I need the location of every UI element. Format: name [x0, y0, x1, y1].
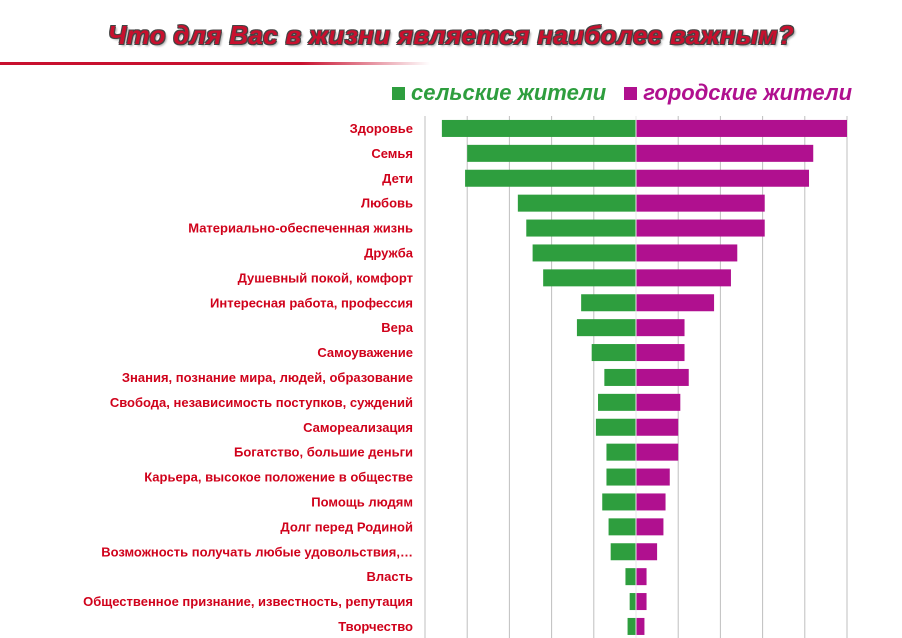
- category-label: Помощь людям: [311, 494, 413, 509]
- bar-rural: [629, 593, 636, 611]
- bar-urban: [636, 294, 715, 312]
- category-label: Долг перед Родиной: [280, 519, 413, 534]
- bar-rural: [598, 393, 636, 411]
- bar-rural: [608, 518, 636, 536]
- bar-rural: [532, 244, 636, 262]
- category-label: Вера: [381, 320, 414, 335]
- bar-rural: [602, 493, 636, 511]
- bar-urban: [636, 119, 847, 137]
- bar-urban: [636, 244, 738, 262]
- bar-urban: [636, 194, 765, 212]
- bar-urban: [636, 144, 814, 162]
- category-label: Дружба: [364, 245, 414, 260]
- bar-rural: [441, 119, 636, 137]
- bar-rural: [517, 194, 636, 212]
- chart-title: Что для Вас в жизни является наиболее ва…: [107, 20, 795, 50]
- category-label: Власть: [367, 569, 413, 584]
- bar-urban: [636, 593, 647, 611]
- bar-rural: [467, 144, 636, 162]
- bar-rural: [627, 617, 636, 635]
- bar-rural: [610, 543, 636, 561]
- bar-rural: [465, 169, 636, 187]
- legend: сельские жители городские жители: [392, 80, 870, 106]
- bar-urban: [636, 319, 685, 337]
- bar-rural: [604, 368, 636, 386]
- bar-urban: [636, 617, 645, 635]
- category-label: Душевный покой, комфорт: [238, 270, 413, 285]
- legend-label-rural: сельские жители: [411, 80, 607, 105]
- category-label: Семья: [371, 146, 413, 161]
- category-label: Богатство, большие деньги: [234, 445, 413, 460]
- bar-urban: [636, 568, 647, 586]
- bar-urban: [636, 468, 670, 486]
- category-label: Свобода, независимость поступков, сужден…: [110, 395, 413, 410]
- legend-item-urban: городские жители: [624, 80, 852, 106]
- category-label: Любовь: [361, 196, 413, 211]
- bar-rural: [526, 219, 636, 237]
- bar-urban: [636, 393, 681, 411]
- category-label: Материально-обеспеченная жизнь: [188, 221, 413, 236]
- bar-urban: [636, 518, 664, 536]
- legend-swatch-urban: [624, 86, 638, 100]
- bar-urban: [636, 219, 765, 237]
- bar-rural: [543, 269, 636, 287]
- bar-urban: [636, 493, 666, 511]
- category-label: Возможность получать любые удовольствия,…: [101, 544, 413, 559]
- legend-label-urban: городские жители: [643, 80, 853, 105]
- bar-rural: [625, 568, 636, 586]
- bar-urban: [636, 269, 731, 287]
- legend-item-rural: сельские жители: [392, 80, 606, 106]
- category-label: Самореализация: [303, 420, 413, 435]
- bar-rural: [606, 443, 636, 461]
- category-label: Творчество: [338, 619, 413, 634]
- bar-urban: [636, 418, 679, 436]
- bar-rural: [576, 319, 636, 337]
- category-label: Знания, познание мира, людей, образовани…: [122, 370, 413, 385]
- category-label: Общественное признание, известность, реп…: [83, 594, 413, 609]
- title-underline: [0, 62, 430, 65]
- bar-urban: [636, 443, 679, 461]
- category-label: Самоуважение: [317, 345, 413, 360]
- bar-rural: [606, 468, 636, 486]
- bar-rural: [595, 418, 636, 436]
- category-label: Интересная работа, профессия: [210, 295, 413, 310]
- bar-urban: [636, 543, 658, 561]
- bar-urban: [636, 169, 810, 187]
- legend-swatch-rural: [392, 86, 405, 100]
- category-label: Карьера, высокое положение в обществе: [144, 470, 413, 485]
- bar-urban: [636, 368, 689, 386]
- bar-urban: [636, 344, 685, 362]
- bar-rural: [581, 294, 636, 312]
- bar-rural: [591, 344, 636, 362]
- category-label: Дети: [382, 171, 413, 186]
- category-label: Здоровье: [350, 121, 413, 136]
